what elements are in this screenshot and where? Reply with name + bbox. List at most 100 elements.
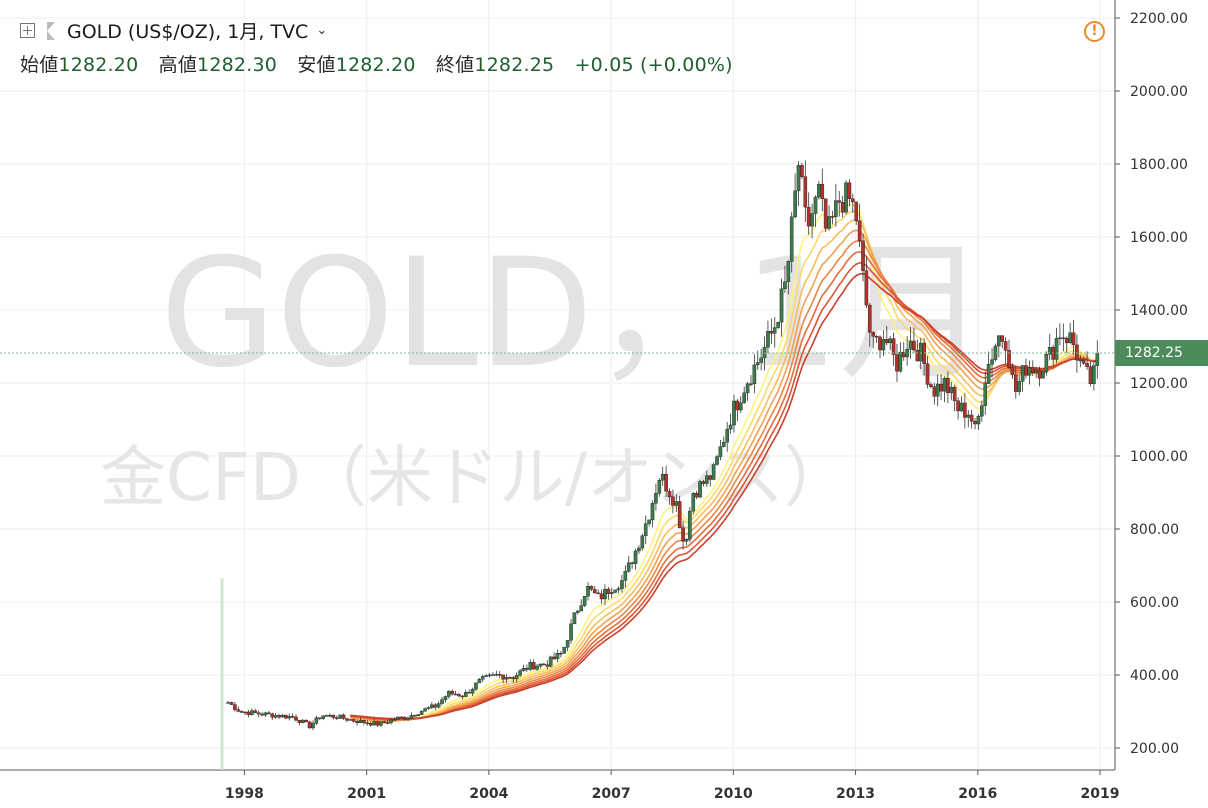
candle-body — [806, 206, 811, 227]
candle-body — [803, 176, 808, 208]
candle-body — [888, 338, 892, 344]
candle-body — [267, 712, 271, 715]
candle-body — [287, 716, 292, 719]
candle-body — [837, 200, 842, 203]
candle-body — [1088, 366, 1093, 384]
candle-body — [755, 362, 760, 366]
candle-body — [470, 689, 475, 694]
candle-body — [345, 718, 349, 721]
candle-body — [1058, 337, 1062, 339]
candle-body — [599, 593, 604, 600]
candle-body — [250, 710, 254, 715]
chevron-down-icon[interactable]: ⌄ — [316, 23, 328, 38]
candle-body — [1020, 365, 1025, 382]
symbol-header[interactable]: GOLD (US$/OZ), 1月, TVC ⌄ — [20, 17, 327, 44]
candle-body — [256, 712, 261, 715]
candle-body — [1013, 374, 1018, 392]
candle-body — [725, 428, 730, 443]
candle-body — [959, 402, 964, 412]
y-tick-label: 1800.00 — [1130, 157, 1188, 173]
candle-body — [793, 190, 797, 218]
candle-body — [654, 493, 658, 504]
candle-body — [297, 719, 302, 723]
candle-body — [708, 475, 713, 480]
candle-body — [280, 714, 285, 718]
alert-icon[interactable]: ! — [1084, 21, 1105, 42]
candle-body — [915, 349, 920, 362]
x-tick-label: 2016 — [958, 786, 997, 802]
expand-icon[interactable] — [20, 23, 35, 38]
candle-body — [660, 473, 665, 481]
candle-body — [572, 612, 577, 625]
y-tick-label: 1600.00 — [1130, 230, 1188, 246]
candle-body — [531, 662, 536, 670]
candle-body — [592, 589, 597, 594]
candle-body — [579, 605, 584, 612]
candle-body — [735, 400, 740, 411]
candle-body — [606, 588, 611, 594]
x-tick-label: 2007 — [592, 786, 631, 802]
candle-body — [868, 304, 872, 333]
symbol-title[interactable]: GOLD (US$/OZ), 1月, TVC — [67, 21, 309, 43]
candle-body — [304, 719, 309, 723]
y-tick-label: 800.00 — [1130, 522, 1179, 538]
y-tick-label: 1400.00 — [1130, 303, 1188, 319]
candle-body — [776, 321, 780, 328]
axes: 200.00 400.00 600.00 800.00 1000.00 1200.00 14… — [0, 0, 1188, 802]
candle-body — [538, 663, 543, 667]
candle-body — [732, 400, 736, 426]
candle-body — [620, 580, 624, 589]
candle-body — [511, 677, 516, 680]
candle-body — [504, 677, 509, 680]
candle-body — [1010, 367, 1015, 376]
candle-body — [270, 713, 275, 718]
candlestick-series — [226, 160, 1100, 731]
grid-lines — [0, 0, 1115, 770]
candle-body — [433, 704, 438, 708]
candle-body — [864, 270, 869, 306]
candle-body — [474, 682, 478, 690]
candle-body — [243, 711, 247, 714]
candle-body — [1071, 332, 1076, 346]
candle-body — [365, 722, 370, 724]
open-value: 1282.20 — [58, 54, 139, 76]
candle-body — [878, 336, 882, 351]
candle-body — [789, 216, 794, 262]
candle-body — [497, 674, 502, 676]
candle-body — [480, 676, 485, 680]
candle-body — [528, 662, 533, 670]
open-label: 始値 — [20, 54, 59, 76]
candle-body — [1092, 365, 1096, 384]
y-tick-label: 2200.00 — [1130, 11, 1188, 27]
candle-body — [946, 377, 950, 394]
candle-body — [1024, 365, 1028, 376]
candle-body — [722, 441, 726, 447]
candle-body — [640, 535, 645, 549]
candle-body — [341, 714, 346, 719]
ema-line — [350, 250, 1098, 721]
candle-body — [446, 690, 451, 697]
candle-body — [552, 656, 556, 660]
candle-body — [413, 715, 417, 717]
candle-body — [233, 704, 237, 710]
candle-body — [301, 719, 305, 723]
candle-body — [290, 716, 295, 718]
flag-icon — [47, 21, 55, 40]
candle-body — [932, 386, 937, 397]
candle-body — [467, 692, 471, 694]
candle-body — [711, 464, 716, 480]
y-tick-label: 2000.00 — [1130, 84, 1188, 100]
candle-body — [677, 501, 682, 529]
candle-body — [396, 716, 400, 720]
candle-body — [375, 721, 380, 726]
candle-body — [851, 198, 855, 203]
candle-body — [535, 665, 539, 670]
candle-body — [966, 414, 971, 418]
candle-body — [891, 338, 896, 355]
candle-body — [674, 501, 679, 506]
candle-body — [379, 721, 383, 726]
candle-body — [314, 717, 319, 724]
candle-body — [348, 719, 353, 721]
candle-body — [368, 723, 373, 726]
